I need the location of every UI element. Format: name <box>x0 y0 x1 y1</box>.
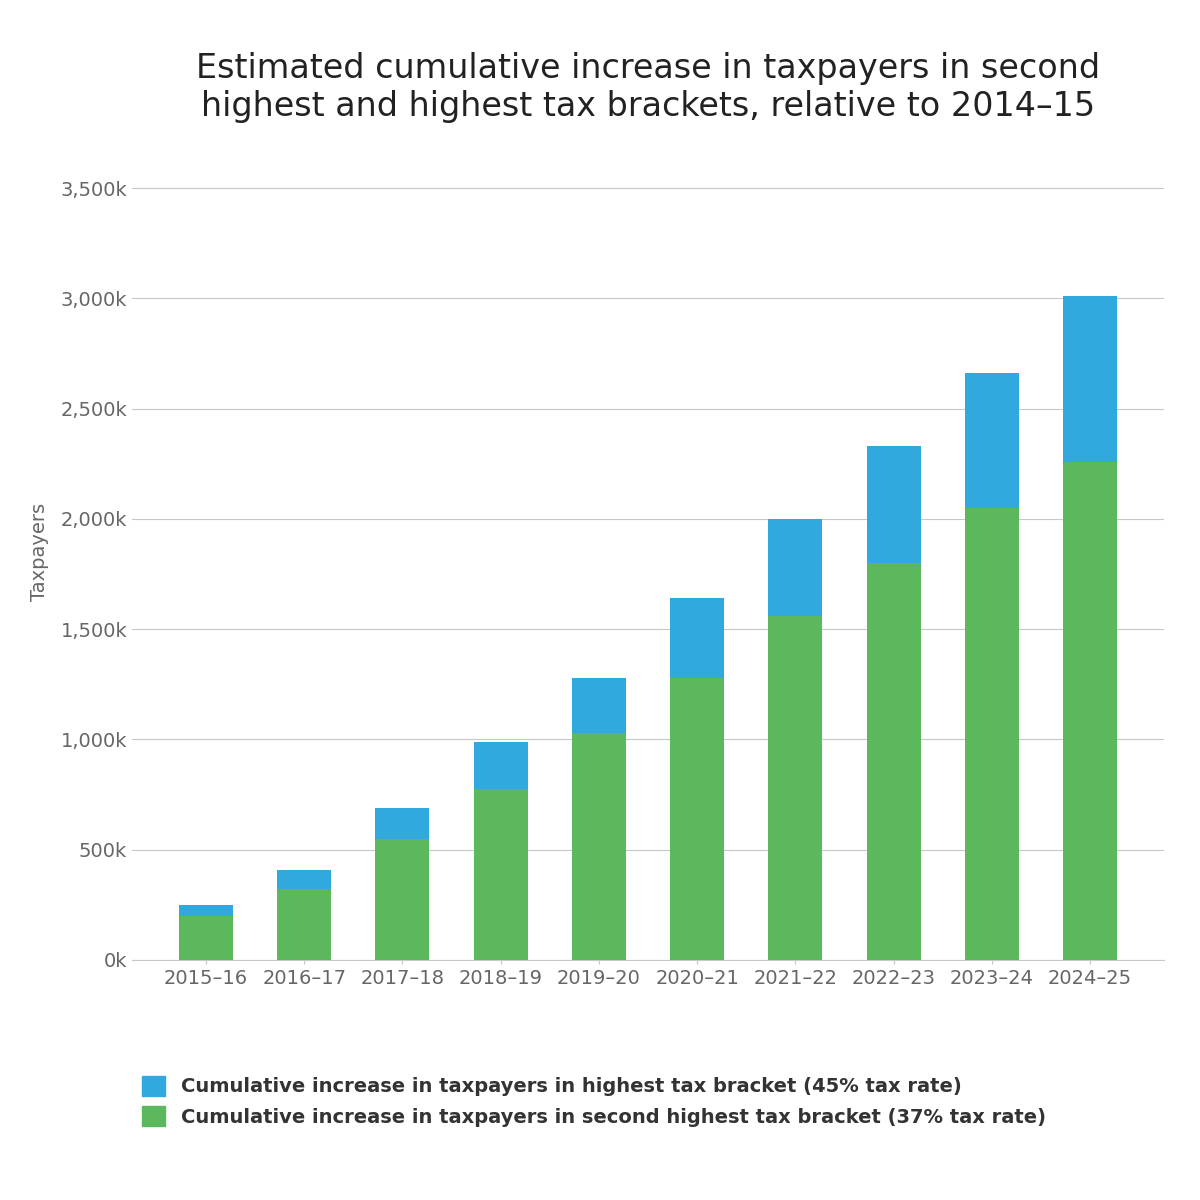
Y-axis label: Taxpayers: Taxpayers <box>30 503 49 601</box>
Bar <box>179 916 233 960</box>
Bar <box>474 790 528 960</box>
Bar <box>277 870 331 889</box>
Bar <box>866 563 920 960</box>
Bar <box>866 446 920 563</box>
Bar <box>277 889 331 960</box>
Bar <box>768 616 822 960</box>
Bar <box>1063 296 1117 462</box>
Bar <box>376 808 430 839</box>
Bar <box>376 839 430 960</box>
Bar <box>474 742 528 790</box>
Bar <box>670 678 724 960</box>
Bar <box>572 733 626 960</box>
Bar <box>1063 462 1117 960</box>
Legend: Cumulative increase in taxpayers in highest tax bracket (45% tax rate), Cumulati: Cumulative increase in taxpayers in high… <box>142 1076 1045 1127</box>
Bar <box>965 373 1019 508</box>
Bar <box>572 678 626 733</box>
Bar <box>768 518 822 616</box>
Bar <box>965 508 1019 960</box>
Bar <box>670 599 724 678</box>
Bar <box>179 905 233 916</box>
Title: Estimated cumulative increase in taxpayers in second
highest and highest tax bra: Estimated cumulative increase in taxpaye… <box>196 52 1100 124</box>
